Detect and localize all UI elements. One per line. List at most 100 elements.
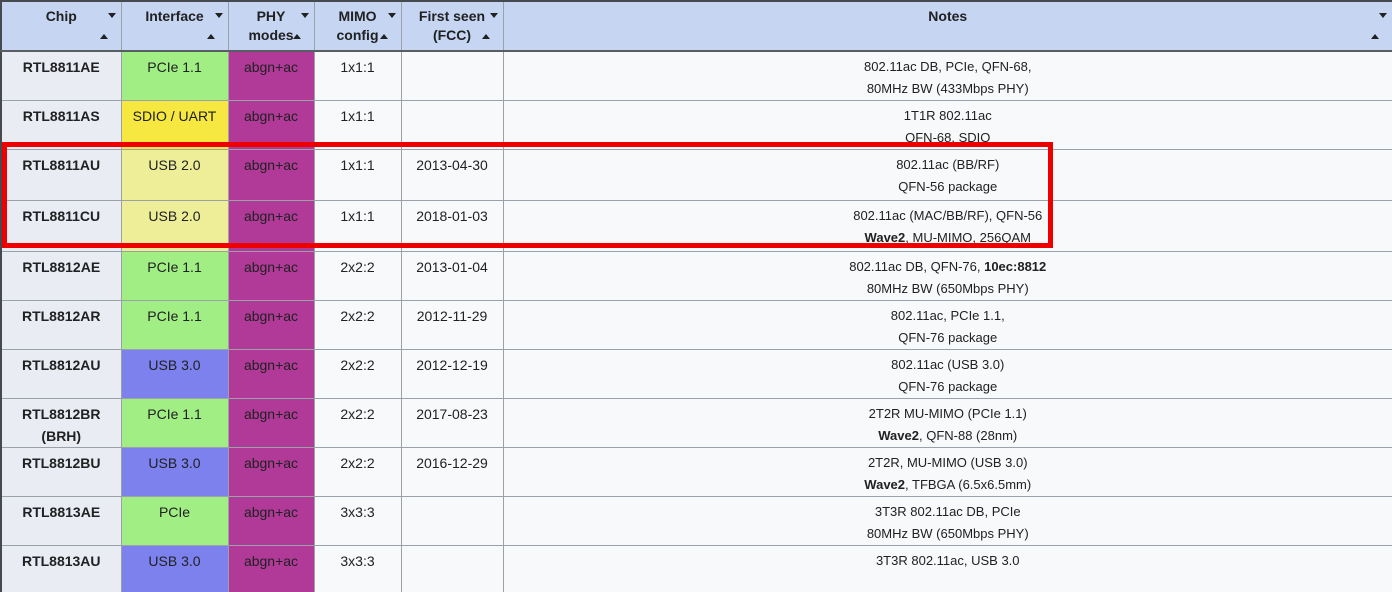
column-header-phy[interactable]: PHY modes bbox=[227, 0, 315, 52]
mimo-config-cell: 2x2:2 bbox=[313, 398, 402, 448]
interface-cell: USB 3.0 bbox=[120, 545, 229, 592]
sort-up-arrow-icon bbox=[1371, 18, 1379, 39]
interface-cell: PCIe 1.1 bbox=[120, 398, 229, 448]
notes-line: Wave2, QFN-88 (28nm) bbox=[504, 425, 1392, 447]
sort-icon[interactable] bbox=[1371, 13, 1387, 39]
column-header-line: Interface bbox=[145, 8, 204, 24]
sort-up-arrow-icon bbox=[292, 18, 301, 39]
column-header-line: Notes bbox=[928, 8, 968, 24]
chip-name: RTL8813AE bbox=[22, 504, 101, 520]
chip-cell: RTL8812AR bbox=[0, 300, 122, 350]
sort-icon[interactable] bbox=[206, 13, 223, 39]
chip-name: RTL8811AU bbox=[22, 157, 101, 173]
mimo-config-cell: 3x3:3 bbox=[313, 496, 402, 546]
sort-icon[interactable] bbox=[292, 13, 309, 39]
mimo-config-cell: 3x3:3 bbox=[313, 545, 402, 592]
notes-text: Wave2 bbox=[878, 428, 919, 443]
notes-cell: 3T3R 802.11ac, USB 3.0 bbox=[502, 545, 1392, 592]
sort-down-arrow-icon bbox=[300, 13, 309, 34]
notes-line: 3T3R 802.11ac DB, PCIe bbox=[504, 501, 1392, 523]
table-row: RTL8813AE PCIe abgn+ac 3x3:3 3T3R 802.11ac D… bbox=[0, 496, 1392, 546]
phy-modes-cell: abgn+ac bbox=[227, 100, 315, 150]
mimo-config-cell: 2x2:2 bbox=[313, 447, 402, 497]
column-header-label: Interface bbox=[122, 2, 227, 26]
notes-line: 802.11ac (USB 3.0) bbox=[504, 354, 1392, 376]
notes-line: 1T1R 802.11ac bbox=[504, 105, 1392, 127]
notes-text: , QFN-88 (28nm) bbox=[918, 428, 1018, 443]
first-seen-cell bbox=[400, 50, 504, 101]
header-row: Chip Interface PHY modes MIMO config First see… bbox=[0, 0, 1392, 52]
mimo-config-cell: 2x2:2 bbox=[313, 349, 402, 399]
first-seen-cell bbox=[400, 100, 504, 150]
column-header-first[interactable]: First seen (FCC) bbox=[400, 0, 504, 52]
notes-line: QFN-76 package bbox=[504, 327, 1392, 349]
notes-line: 802.11ac DB, PCIe, QFN-68, bbox=[504, 56, 1392, 78]
first-seen-cell: 2016-12-29 bbox=[400, 447, 504, 497]
notes-cell: 802.11ac DB, QFN-76, 10ec:8812 80MHz BW (… bbox=[502, 251, 1392, 301]
sort-icon[interactable] bbox=[99, 13, 116, 39]
table-row: RTL8812AU USB 3.0 abgn+ac 2x2:2 2012-12-19 80… bbox=[0, 349, 1392, 399]
first-seen-cell: 2017-08-23 bbox=[400, 398, 504, 448]
chip-name: RTL8812BR bbox=[21, 406, 101, 422]
notes-text: 802.11ac (MAC/BB/RF), QFN-56 bbox=[853, 208, 1043, 223]
table-row: RTL8811CU USB 2.0 abgn+ac 1x1:1 2018-01-03 80… bbox=[0, 200, 1392, 252]
notes-cell: 802.11ac (MAC/BB/RF), QFN-56 Wave2, MU-MI… bbox=[502, 200, 1392, 252]
interface-cell: PCIe 1.1 bbox=[120, 251, 229, 301]
column-header-label: Notes bbox=[504, 2, 1392, 26]
sort-up-arrow-icon bbox=[99, 18, 108, 39]
column-header-notes[interactable]: Notes bbox=[502, 0, 1392, 52]
notes-text: 80MHz BW (650Mbps PHY) bbox=[866, 526, 1029, 541]
chip-cell: RTL8812BR (BRH) bbox=[0, 398, 122, 448]
phy-modes-cell: abgn+ac bbox=[227, 447, 315, 497]
notes-text: Wave2 bbox=[864, 477, 906, 492]
sort-down-arrow-icon bbox=[489, 13, 498, 34]
column-header-line: First seen bbox=[418, 8, 486, 24]
interface-cell: USB 3.0 bbox=[120, 349, 229, 399]
notes-line: 3T3R 802.11ac, USB 3.0 bbox=[504, 550, 1392, 572]
notes-line: QFN-68, SDIO bbox=[504, 127, 1392, 149]
chip-cell: RTL8812AU bbox=[0, 349, 122, 399]
chip-cell: RTL8811CU bbox=[0, 200, 122, 252]
notes-text: 3T3R 802.11ac, USB 3.0 bbox=[875, 553, 1020, 568]
phy-modes-cell: abgn+ac bbox=[227, 496, 315, 546]
column-header-chip[interactable]: Chip bbox=[0, 0, 122, 52]
notes-text: 802.11ac (USB 3.0) bbox=[891, 357, 1005, 372]
notes-line: 802.11ac, PCIe 1.1, bbox=[504, 305, 1392, 327]
interface-cell: PCIe 1.1 bbox=[120, 50, 229, 101]
column-header-label: MIMO config bbox=[315, 2, 400, 45]
notes-text: 80MHz BW (650Mbps PHY) bbox=[866, 281, 1029, 296]
sort-icon[interactable] bbox=[481, 13, 498, 39]
table-row: RTL8812BR (BRH) PCIe 1.1 abgn+ac 2x2:2 2017-0… bbox=[0, 398, 1392, 448]
chip-name: RTL8811AE bbox=[22, 59, 100, 75]
column-header-line: (FCC) bbox=[432, 27, 472, 43]
notes-text: 2T2R, MU-MIMO (USB 3.0) bbox=[867, 455, 1028, 470]
notes-text: 802.11ac (BB/RF) bbox=[896, 157, 1000, 172]
sort-up-arrow-icon bbox=[481, 18, 490, 39]
sort-down-arrow-icon bbox=[387, 13, 396, 34]
table-row: RTL8812AR PCIe 1.1 abgn+ac 2x2:2 2012-11-29 8… bbox=[0, 300, 1392, 350]
chip-cell: RTL8811AS bbox=[0, 100, 122, 150]
notes-cell: 802.11ac (USB 3.0) QFN-76 package bbox=[502, 349, 1392, 399]
notes-text: 2T2R MU-MIMO (PCIe 1.1) bbox=[868, 406, 1027, 421]
column-header-interface[interactable]: Interface bbox=[120, 0, 229, 52]
notes-text: QFN-56 package bbox=[898, 179, 998, 194]
chip-name: RTL8812AR bbox=[21, 308, 101, 324]
column-header-label: First seen (FCC) bbox=[402, 2, 502, 45]
notes-text: 802.11ac, PCIe 1.1, bbox=[890, 308, 1005, 323]
column-header-mimo[interactable]: MIMO config bbox=[313, 0, 402, 52]
column-header-line: MIMO bbox=[338, 8, 377, 24]
mimo-config-cell: 1x1:1 bbox=[313, 149, 402, 201]
interface-cell: PCIe 1.1 bbox=[120, 300, 229, 350]
notes-text: 802.11ac DB, QFN-76, bbox=[849, 259, 985, 274]
notes-text: , MU-MIMO, 256QAM bbox=[905, 230, 1031, 245]
first-seen-cell bbox=[400, 496, 504, 546]
chip-name: RTL8813AU bbox=[21, 553, 101, 569]
chip-cell: RTL8812BU bbox=[0, 447, 122, 497]
phy-modes-cell: abgn+ac bbox=[227, 545, 315, 592]
notes-line: Wave2, MU-MIMO, 256QAM bbox=[504, 227, 1392, 249]
sort-icon[interactable] bbox=[379, 13, 396, 39]
table-row: RTL8811AS SDIO / UART abgn+ac 1x1:1 1T1R 802… bbox=[0, 100, 1392, 150]
column-header-line: modes bbox=[248, 27, 294, 43]
notes-text: , TFBGA (6.5x6.5mm) bbox=[905, 477, 1032, 492]
